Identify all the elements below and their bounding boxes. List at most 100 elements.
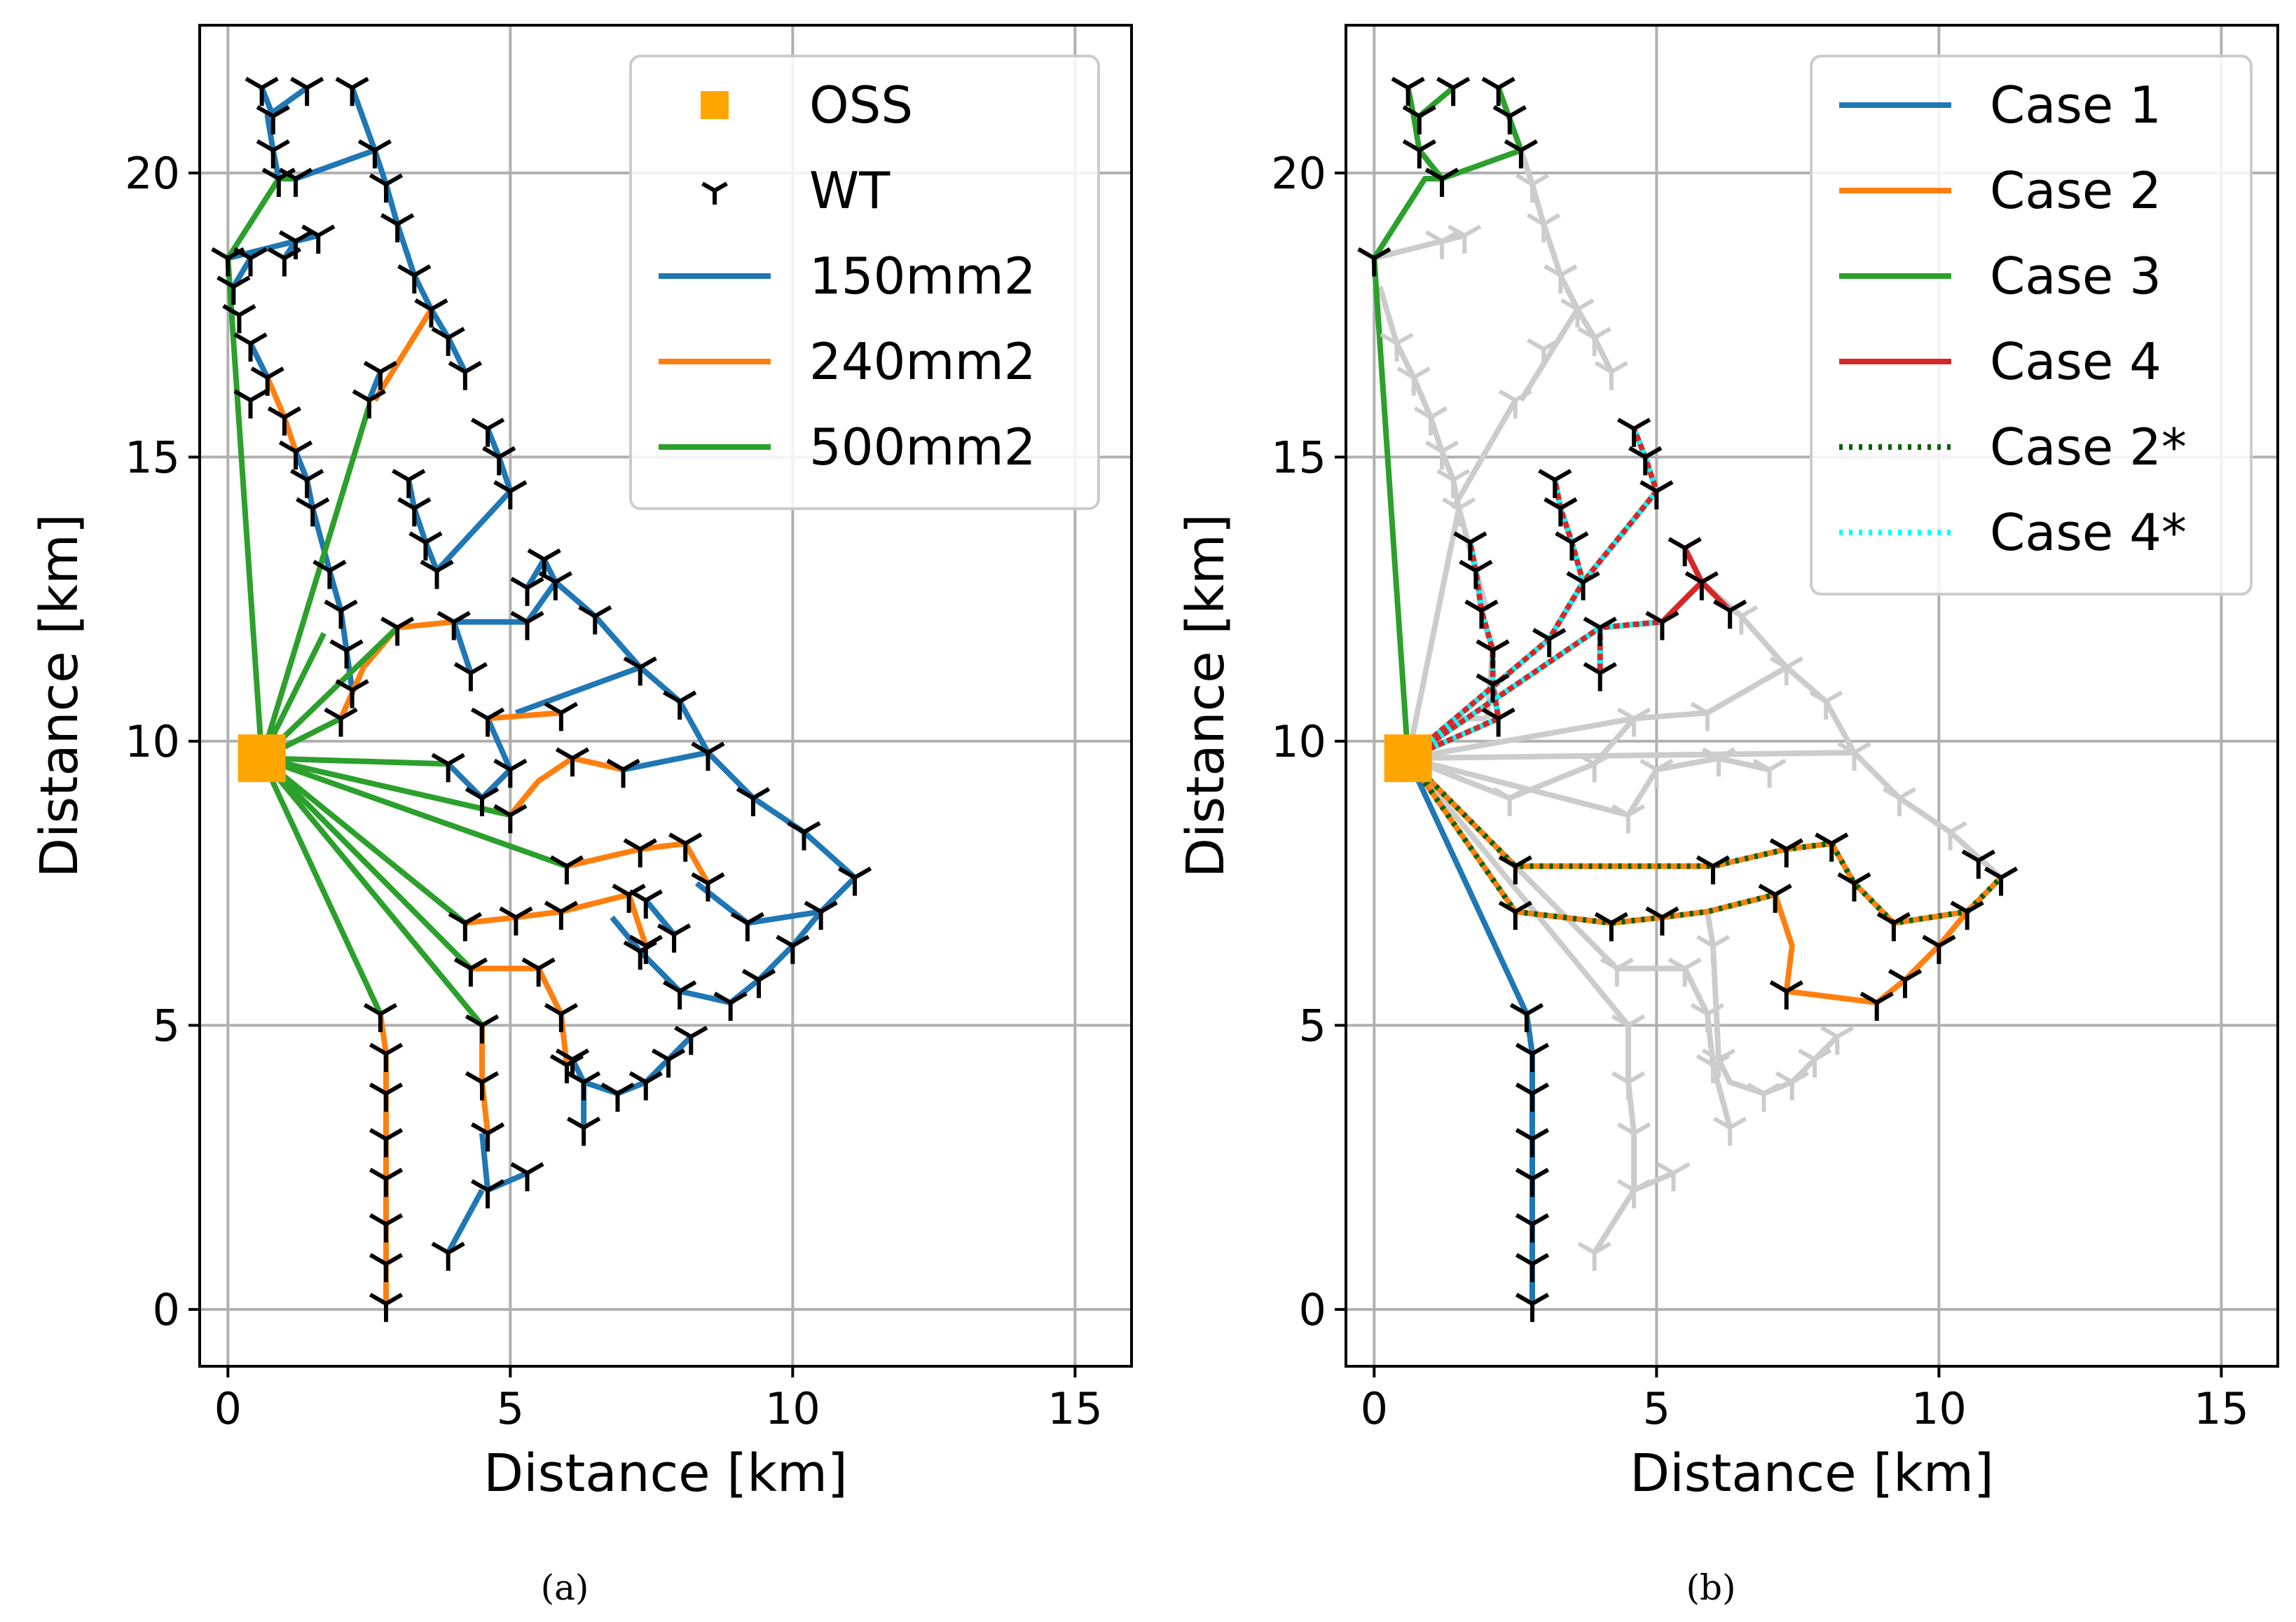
wt-marker-inactive — [1396, 366, 1431, 396]
wt-marker-inactive — [1498, 389, 1532, 419]
cable-segment — [1407, 664, 1857, 762]
wt-marker — [357, 139, 392, 169]
wt-marker — [538, 571, 572, 600]
cable-segment — [446, 762, 513, 801]
wt-marker — [408, 531, 443, 561]
legend-label: Case 2 — [1990, 161, 2161, 220]
wt-marker — [1515, 1167, 1550, 1197]
legend-entry: Case 4 — [1839, 332, 2161, 391]
cable-segment — [643, 898, 677, 937]
cable-segment — [485, 717, 513, 771]
wt-marker — [448, 912, 482, 942]
x-axis-label: Distance [km] — [483, 1443, 848, 1504]
legend-label: Case 2* — [1990, 418, 2187, 476]
wt-marker — [448, 361, 482, 390]
cable-segment — [231, 256, 253, 289]
cable-segment — [729, 909, 823, 1005]
cable-segment — [260, 756, 467, 926]
wt-marker — [1459, 559, 1493, 589]
wt-marker — [324, 707, 358, 737]
legend-label: Case 1 — [1990, 76, 2161, 135]
legend-entry: 240mm2 — [659, 332, 1036, 391]
wt-marker-inactive — [1701, 1048, 1736, 1078]
wt-marker-inactive — [1701, 747, 1736, 777]
wt-marker — [431, 752, 465, 783]
wt-marker — [369, 173, 404, 203]
wt-marker — [363, 1003, 398, 1033]
wt-marker — [493, 480, 528, 510]
wt-marker-inactive — [1492, 787, 1527, 816]
wt-marker — [465, 1071, 500, 1101]
wt-marker — [453, 957, 488, 987]
oss-marker — [1384, 734, 1432, 783]
cable-segment — [1581, 427, 1660, 584]
wt-marker — [651, 1048, 686, 1078]
wt-marker — [691, 872, 725, 902]
wt-marker-inactive — [1560, 298, 1595, 328]
cable-segment — [372, 308, 434, 402]
series-500mm2 — [225, 175, 568, 1027]
legend-label: Case 3 — [1990, 247, 2161, 305]
y-tick-label: 5 — [153, 1000, 180, 1051]
x-tick-label: 0 — [214, 1383, 242, 1434]
wt-marker — [1402, 105, 1436, 135]
cable-segment — [264, 85, 309, 179]
cable-segment — [554, 579, 710, 755]
wt-marker — [1645, 610, 1679, 640]
wt-marker — [1504, 139, 1538, 169]
grid-lines — [1346, 25, 2278, 1366]
legend-wt-swatch — [701, 181, 728, 205]
axes-frame — [1345, 24, 2279, 1368]
series-case-2- — [1405, 756, 2003, 926]
wt-marker — [1639, 480, 1674, 510]
wt-marker — [628, 1071, 663, 1101]
wt-marker — [335, 76, 369, 106]
cable-segment — [259, 757, 383, 1015]
cable-segment — [1682, 547, 1705, 584]
wt-marker-inactive — [1515, 173, 1550, 203]
wt-marker — [296, 497, 330, 527]
wt-marker — [1566, 571, 1600, 600]
x-tick-label: 10 — [765, 1383, 820, 1434]
wt-marker — [776, 935, 810, 964]
legend-entry: 500mm2 — [659, 418, 1036, 476]
wt-marker — [1515, 1083, 1550, 1112]
wt-marker — [267, 406, 302, 436]
legend-label: 240mm2 — [809, 332, 1036, 391]
wt-marker — [1538, 469, 1572, 498]
cable-segment — [1407, 716, 1637, 801]
wt-marker — [465, 787, 500, 816]
cable-segment — [581, 1034, 694, 1128]
legend-entry: Case 2 — [1839, 161, 2161, 220]
cable-segment — [349, 86, 378, 151]
wt-marker — [741, 968, 776, 998]
cable-segment — [1592, 1188, 1637, 1254]
wt-marker — [499, 906, 533, 936]
legend-label: WT — [809, 161, 891, 220]
y-tick-label: 5 — [1299, 1000, 1326, 1051]
wt-marker — [567, 1071, 601, 1101]
legend-oss-swatch — [701, 91, 729, 119]
wt-marker — [369, 1127, 404, 1157]
cable-segment — [1406, 479, 1586, 761]
x-tick-label: 5 — [1643, 1383, 1670, 1434]
wt-marker-inactive — [1424, 230, 1459, 260]
wt-marker-inactive — [1820, 1026, 1855, 1055]
legend-entry: Case 3 — [1839, 247, 2161, 305]
wt-marker — [1769, 980, 1803, 1010]
wt-marker-inactive — [1933, 821, 1967, 851]
legend-entry: 150mm2 — [659, 247, 1036, 305]
wt-marker — [1696, 855, 1731, 885]
wt-marker — [1837, 872, 1871, 902]
wind-turbines — [211, 76, 872, 1322]
wt-marker-inactive — [1611, 1071, 1646, 1101]
wt-marker — [369, 1167, 404, 1197]
wt-marker — [470, 707, 505, 737]
wt-marker — [510, 610, 544, 640]
wt-marker — [521, 957, 556, 987]
wt-marker — [1984, 866, 2019, 896]
wt-marker-inactive — [1656, 1162, 1691, 1192]
cable-segment — [1405, 756, 1675, 1193]
cable-segment — [247, 342, 270, 379]
